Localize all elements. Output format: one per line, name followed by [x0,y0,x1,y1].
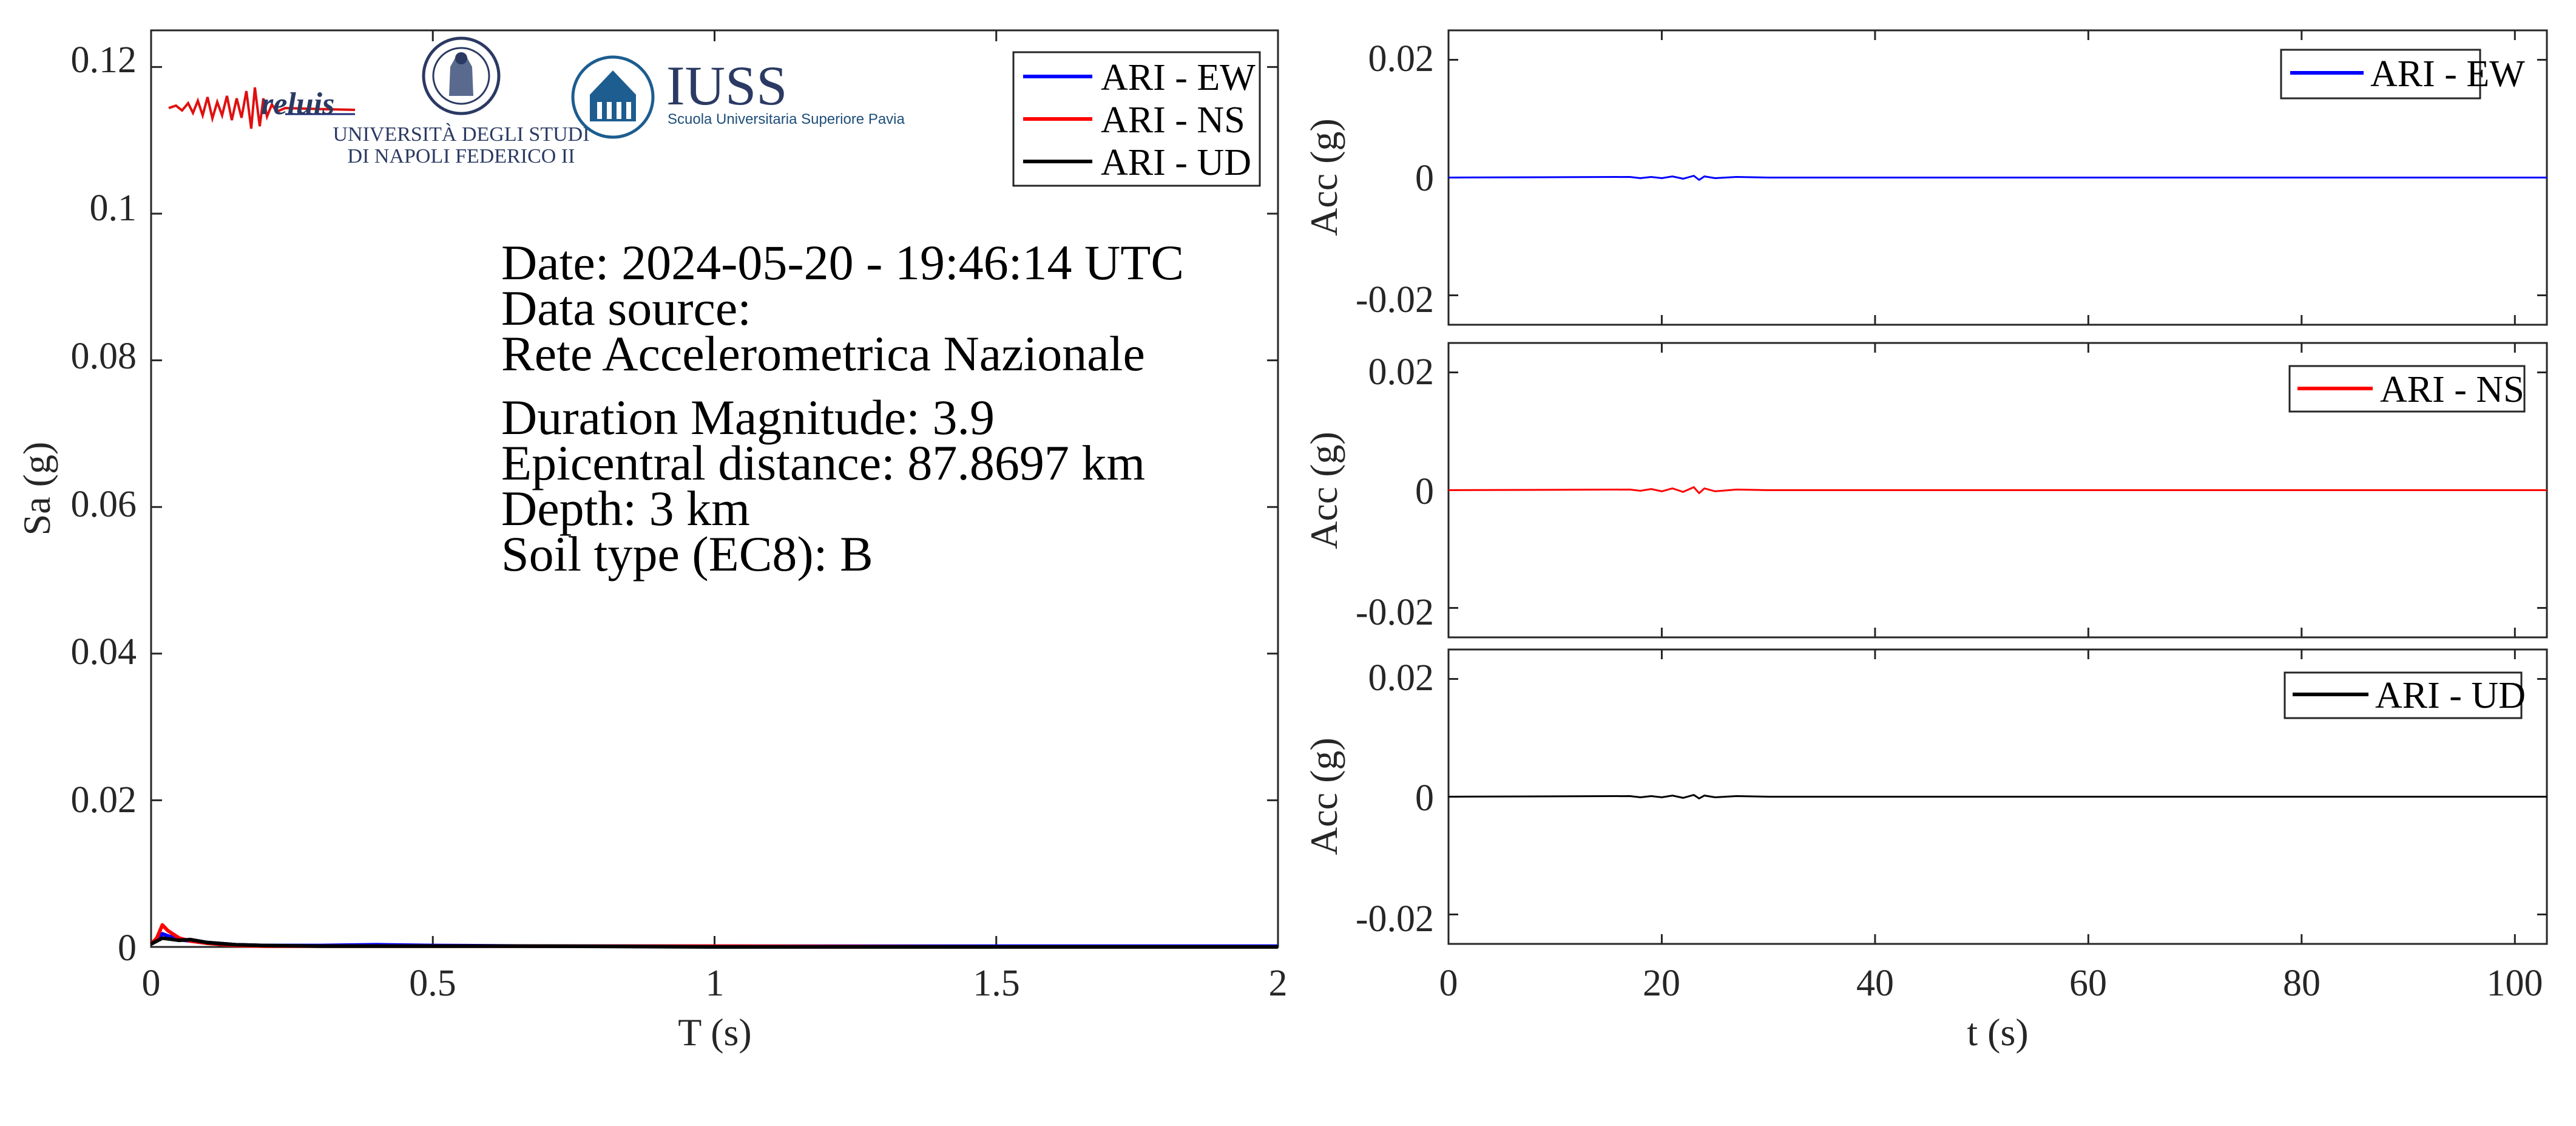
info-depth: Depth: 3 km [501,481,750,536]
timeseries-xtick-label: 20 [1643,963,1680,1004]
spectrum-xlabel: T (s) [678,1011,751,1054]
timeseries-line-ns [1448,486,2547,495]
timeseries-ytick-label: -0.02 [1356,898,1434,940]
timeseries-ylabel-ew: Acc (g) [1302,118,1345,236]
iuss-logo: IUSS Scuola Universitaria Superiore Pavi… [571,55,905,139]
spectrum-series-ud [150,936,1278,949]
info-date: Date: 2024-05-20 - 19:46:14 UTC [501,235,1184,290]
timeseries-ytick-label: 0.02 [1368,657,1435,699]
timeseries-xtick-label: 0 [1439,963,1458,1004]
legend-label-ew: ARI - EW [1101,57,1256,98]
iuss-logo-subtitle: Scuola Universitaria Superiore Pavia [668,111,905,127]
spectrum-xtick-label: 1 [706,963,725,1004]
spectrum-ytick-label: 0.1 [90,188,137,229]
reluis-logo: reluis [168,87,356,129]
timeseries-ytick-label: 0 [1415,158,1434,199]
spectrum-xtick-label: 2 [1269,963,1288,1004]
timeseries-xtick-label: 60 [2069,963,2107,1004]
timeseries-panel-ud: 0.02 0 -0.02 Acc (g) ARI - UD [1302,648,2548,945]
spectrum-xtick-label: 1.5 [973,963,1020,1004]
spectrum-legend: ARI - EW ARI - NS ARI - UD [1012,51,1261,187]
timeseries-legend-label-ud: ARI - UD [2375,675,2526,716]
unina-logo-line1: UNIVERSITÀ DEGLI STUDI [333,123,589,146]
timeseries-series-ud [1448,793,2547,800]
timeseries-panels: 0.02 0 -0.02 Acc (g) ARI - EW 0.02 0 -0.… [1302,29,2548,1054]
spectrum-xtick-label: 0.5 [409,963,456,1004]
spectrum-ytick-label: 0.02 [71,779,137,821]
unina-logo: UNIVERSITÀ DEGLI STUDI DI NAPOLI FEDERIC… [333,36,590,168]
info-magnitude: Duration Magnitude: 3.9 [501,390,995,445]
unina-logo-line2: DI NAPOLI FEDERICO II [348,145,575,168]
iuss-logo-title: IUSS [666,55,787,117]
reluis-logo-text: reluis [261,87,334,121]
timeseries-ylabel-ns: Acc (g) [1302,432,1345,549]
timeseries-ytick-label: 0.02 [1368,38,1435,80]
info-source-label: Data source: [501,280,751,336]
legend-label-ns: ARI - NS [1101,100,1245,141]
timeseries-xtick-label: 100 [2487,963,2543,1004]
timeseries-ticks-ud [1447,649,2547,944]
timeseries-ytick-label: 0 [1415,471,1434,512]
spectrum-ytick-label: 0.08 [71,336,137,377]
spectrum-ytick-label: 0 [118,928,137,969]
spectrum-ytick-label: 0.04 [71,631,137,673]
timeseries-xtick-label: 40 [1856,963,1894,1004]
timeseries-xlabel: t (s) [1967,1011,2028,1054]
info-epicentral-distance: Epicentral distance: 87.8697 km [501,435,1145,490]
spectrum-ytick-label: 0.12 [71,39,137,81]
timeseries-line-ew [1448,174,2547,181]
spectrum-series-group [149,923,1278,949]
legend-label-ud: ARI - UD [1101,142,1251,183]
timeseries-ytick-label: 0.02 [1368,351,1435,393]
timeseries-panel-ew: 0.02 0 -0.02 Acc (g) ARI - EW [1302,29,2548,326]
timeseries-legend-label-ew: ARI - EW [2370,53,2525,95]
info-soil-type: Soil type (EC8): B [501,526,873,582]
timeseries-ytick-label: -0.02 [1356,592,1434,633]
timeseries-xtick-label: 80 [2283,963,2321,1004]
timeseries-ylabel-ud: Acc (g) [1302,738,1345,855]
timeseries-ytick-label: 0 [1415,778,1434,819]
info-source-value: Rete Accelerometrica Nazionale [501,326,1145,381]
timeseries-line-ud [1448,793,2547,800]
spectrum-ytick-label: 0.06 [71,484,137,525]
timeseries-legend-label-ns: ARI - NS [2380,369,2524,410]
spectrum-panel: 0 0.02 0.04 0.06 0.08 0.1 0.12 0 0.5 1 1… [15,29,1288,1054]
timeseries-panel-ns: 0.02 0 -0.02 Acc (g) ARI - NS [1302,342,2548,639]
timeseries-ytick-label: -0.02 [1356,279,1434,321]
timeseries-series-ew [1448,174,2547,181]
timeseries-series-ns [1448,486,2547,495]
spectrum-xtick-label: 0 [142,963,161,1004]
spectrum-ylabel: Sa (g) [15,442,58,536]
